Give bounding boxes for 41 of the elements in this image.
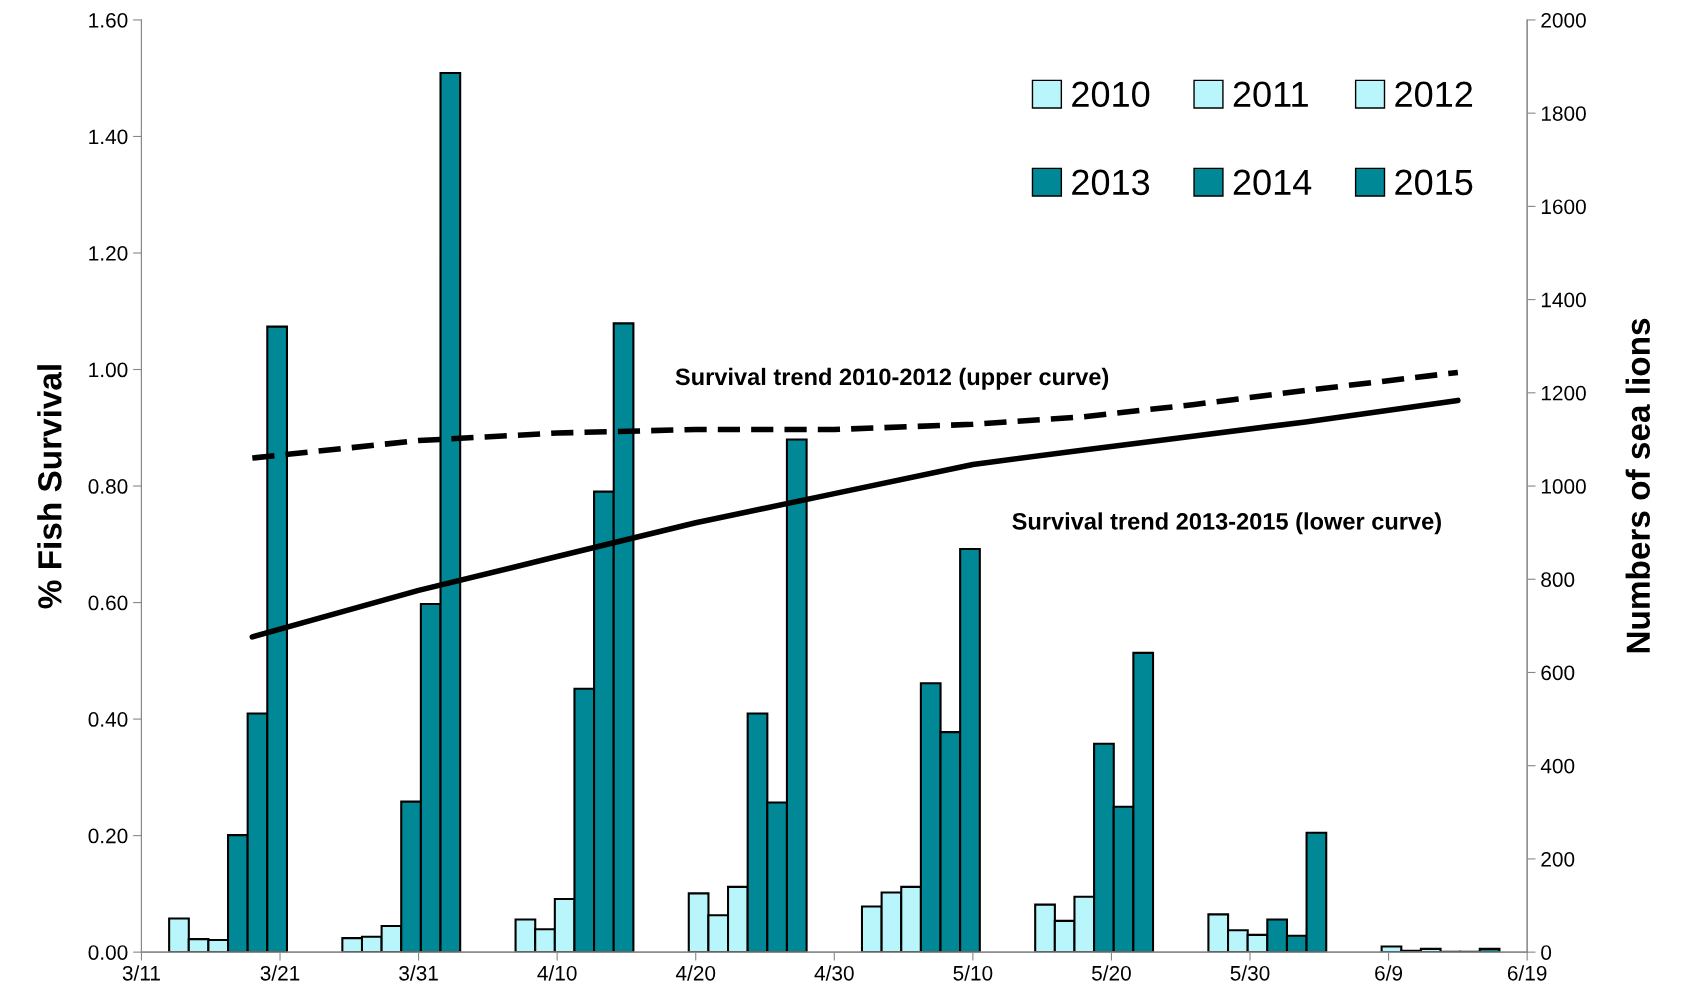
y2-tick-label: 0 — [1541, 945, 1552, 960]
y2-tick-label: 200 — [1541, 851, 1575, 867]
legend-label: 2013 — [1072, 169, 1150, 196]
y-tick-label: 0.60 — [88, 595, 128, 611]
y2-tick-label: 1800 — [1541, 106, 1586, 121]
legend-label: 2015 — [1395, 169, 1473, 196]
x-tick-label: 4/30 — [814, 965, 854, 981]
y-tick-label: 1.40 — [89, 129, 128, 145]
x-tick-label: 5/20 — [1091, 965, 1131, 981]
legend-label: 2014 — [1233, 169, 1312, 196]
x-tick-label: 3/21 — [260, 965, 300, 981]
y2-tick-label: 1200 — [1541, 385, 1586, 401]
x-tick-label: 5/10 — [953, 965, 993, 981]
y2-tick-label: 1600 — [1541, 199, 1586, 215]
y2-axis-title: Numbers of sea lions — [1625, 318, 1651, 653]
y2-tick-label: 400 — [1540, 758, 1575, 774]
y-tick-label: 0.20 — [88, 828, 128, 844]
x-tick-label: 6/19 — [1507, 965, 1547, 981]
y2-tick-label: 800 — [1541, 572, 1575, 588]
annotation: Survival trend 2010-2012 (upper curve) — [675, 367, 1109, 390]
legend-label: 2012 — [1395, 81, 1473, 108]
y-axis-title: % Fish Survival — [37, 365, 62, 609]
legend-label: 2010 — [1072, 81, 1150, 108]
y2-tick-label: 2000 — [1541, 12, 1586, 28]
x-tick-label: 4/10 — [537, 965, 577, 981]
x-tick-label: 4/20 — [675, 965, 716, 981]
x-tick-label: 3/31 — [399, 965, 438, 981]
y-tick-label: 1.60 — [89, 12, 128, 28]
x-tick-label: 6/9 — [1375, 965, 1403, 981]
y2-tick-label: 1400 — [1541, 292, 1586, 308]
x-tick-label: 5/30 — [1230, 965, 1270, 981]
x-tick-label: 3/11 — [122, 965, 160, 981]
y-tick-label: 1.20 — [89, 245, 128, 261]
annotation: Survival trend 2013-2015 (lower curve) — [1012, 512, 1441, 535]
y2-tick-label: 600 — [1541, 665, 1575, 681]
legend-label: 2011 — [1233, 81, 1308, 108]
y-tick-label: 0.00 — [88, 945, 128, 960]
y-tick-label: 0.80 — [88, 479, 128, 494]
y-tick-label: 1.00 — [89, 362, 128, 378]
y2-tick-label: 1000 — [1541, 479, 1586, 494]
y-tick-label: 0.40 — [88, 712, 128, 727]
